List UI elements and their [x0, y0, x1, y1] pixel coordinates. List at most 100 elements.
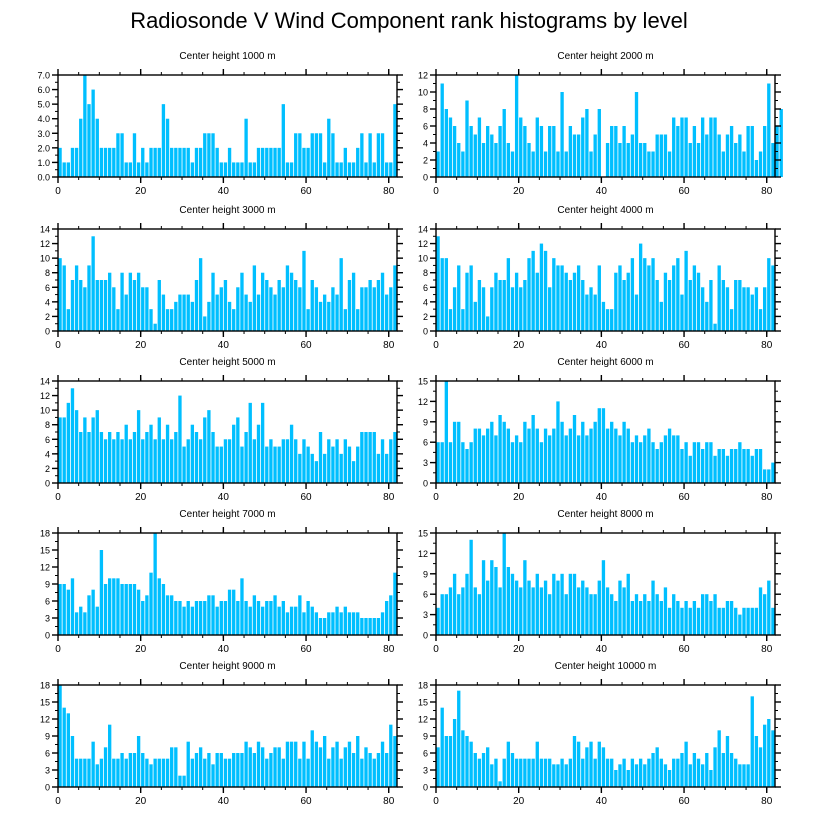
- bar: [384, 753, 389, 787]
- bar: [372, 758, 376, 787]
- bar: [269, 287, 273, 331]
- bar: [568, 573, 573, 635]
- bar: [506, 741, 511, 787]
- bar: [331, 446, 335, 483]
- bar: [306, 446, 310, 483]
- y-tick-label: 18: [40, 529, 50, 539]
- x-tick-label: 80: [383, 186, 395, 197]
- bar: [663, 587, 668, 635]
- bar: [667, 607, 672, 635]
- bar: [440, 707, 444, 787]
- x-tick-label: 40: [218, 796, 230, 807]
- bar: [597, 265, 601, 331]
- bar: [170, 147, 174, 177]
- bar: [260, 147, 265, 177]
- bar: [124, 584, 128, 635]
- bar: [440, 258, 444, 331]
- bar: [128, 753, 133, 787]
- y-tick-label: 8: [423, 268, 428, 278]
- bar: [182, 446, 186, 483]
- y-tick-label: 12: [40, 239, 50, 249]
- bar: [380, 741, 385, 787]
- bar: [498, 781, 502, 787]
- bar: [87, 104, 91, 177]
- bar: [74, 147, 79, 177]
- panel-title: Center height 1000 m: [179, 51, 275, 62]
- bar: [663, 435, 668, 483]
- y-tick-label: 8: [423, 105, 428, 115]
- bar: [273, 446, 277, 483]
- bar: [494, 435, 498, 483]
- bar: [310, 280, 314, 331]
- bar: [141, 439, 145, 483]
- bar: [236, 753, 240, 787]
- bar: [236, 601, 240, 635]
- bar: [128, 584, 133, 635]
- bar: [548, 594, 552, 635]
- bar: [198, 747, 203, 787]
- bar: [289, 741, 294, 787]
- bar: [347, 280, 352, 331]
- bar: [510, 287, 515, 331]
- x-tick-label: 40: [596, 644, 608, 655]
- bar: [659, 301, 663, 331]
- panel-title: Center height 3000 m: [179, 205, 275, 216]
- bar: [514, 758, 519, 787]
- bar: [762, 594, 767, 635]
- x-tick-label: 0: [433, 492, 439, 503]
- bar: [490, 560, 494, 635]
- bar: [58, 417, 62, 483]
- bar: [589, 151, 593, 177]
- bar: [331, 747, 335, 787]
- bar: [535, 428, 539, 483]
- chart-panel-8: Center height 8000 m 0 20 40 60 80 0 3 6 9 12 15: [418, 509, 781, 655]
- bar: [190, 424, 195, 483]
- bar: [136, 736, 141, 787]
- bar: [717, 730, 721, 787]
- bar: [393, 736, 397, 787]
- bar: [74, 758, 79, 787]
- y-tick-label: 3.0: [37, 129, 50, 139]
- bar: [684, 250, 688, 331]
- bar: [294, 280, 298, 331]
- bar: [360, 287, 364, 331]
- bar: [70, 578, 75, 635]
- bar: [285, 162, 290, 177]
- bar: [519, 587, 523, 635]
- x-tick-label: 60: [300, 644, 312, 655]
- bar: [153, 323, 157, 331]
- panel-title: Center height 8000 m: [557, 509, 653, 520]
- bar: [700, 449, 705, 483]
- bar: [364, 287, 368, 331]
- bar: [626, 272, 630, 331]
- bar: [302, 147, 306, 177]
- bar: [758, 449, 763, 483]
- bar: [676, 435, 680, 483]
- x-tick-label: 0: [433, 186, 439, 197]
- bar: [729, 309, 734, 331]
- y-tick-label: 2: [45, 464, 50, 474]
- bar: [190, 301, 195, 331]
- bar: [461, 730, 465, 787]
- bar: [260, 402, 265, 483]
- bar: [335, 439, 339, 483]
- bar: [581, 758, 585, 787]
- bar: [310, 453, 314, 483]
- bar: [436, 607, 440, 635]
- panel-title: Center height 10000 m: [555, 661, 657, 672]
- y-tick-label: 15: [418, 377, 428, 387]
- bar: [713, 594, 717, 635]
- bar: [758, 587, 763, 635]
- bar: [116, 432, 120, 483]
- bar: [194, 280, 199, 331]
- bar: [762, 469, 767, 483]
- bar: [556, 401, 560, 483]
- bar: [351, 753, 356, 787]
- bar: [539, 442, 544, 483]
- bar: [742, 607, 746, 635]
- y-tick-label: 15: [418, 698, 428, 708]
- bar: [281, 104, 285, 177]
- bar: [643, 594, 647, 635]
- bar: [601, 408, 606, 483]
- bar: [128, 162, 133, 177]
